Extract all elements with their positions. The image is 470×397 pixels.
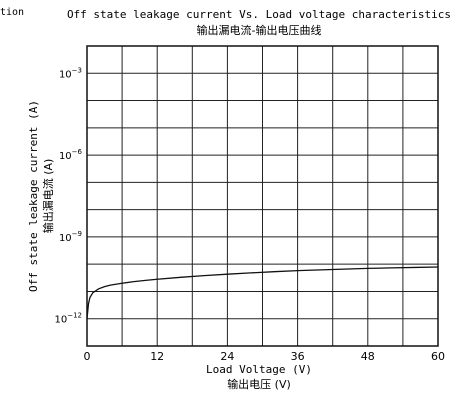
y-tick-label: 10−9 <box>59 230 82 244</box>
y-tick-labels: 10−3 10−6 10−9 10−12 <box>54 66 82 325</box>
series-layer <box>86 266 439 319</box>
y-axis-label: Off state leakage current (A) <box>27 100 40 292</box>
x-axis-label: Load Voltage (V) <box>206 363 312 376</box>
x-tick-label: 48 <box>361 350 375 363</box>
x-tick-label: 24 <box>220 350 234 363</box>
x-tick-label: 0 <box>84 350 91 363</box>
x-tick-label: 36 <box>291 350 305 363</box>
corner-fragment: tion <box>0 7 24 18</box>
y-tick-label: 10−3 <box>59 66 82 80</box>
chart-subtitle: 输出漏电流-输出电压曲线 <box>197 23 322 37</box>
series-line <box>86 266 439 319</box>
x-axis-label-cn: 输出电压 (V) <box>227 377 291 391</box>
grid <box>86 45 439 347</box>
y-tick-label: 10−12 <box>54 312 82 326</box>
x-tick-label: 12 <box>150 350 164 363</box>
x-tick-label: 60 <box>431 350 445 363</box>
y-axis-label-cn: 输出漏电流 (A) <box>41 159 55 234</box>
x-tick-labels: 0 12 24 36 48 60 <box>84 350 446 363</box>
plot-frame <box>86 45 439 347</box>
chart-title: Off state leakage current Vs. Load volta… <box>67 8 451 21</box>
y-tick-label: 10−6 <box>59 148 83 162</box>
